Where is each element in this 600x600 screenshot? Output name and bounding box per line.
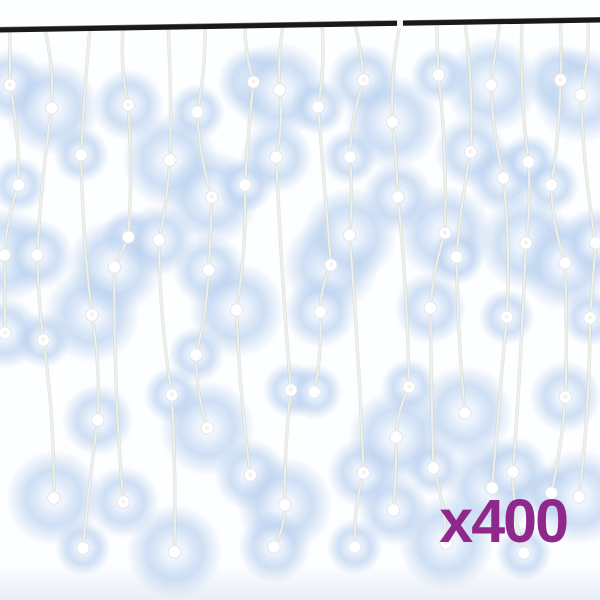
led-bulb xyxy=(558,256,572,270)
led-bulb xyxy=(229,303,244,317)
led-bulb xyxy=(574,88,588,102)
led-bulb xyxy=(238,178,252,192)
led-filament xyxy=(588,315,593,320)
led-bulb xyxy=(391,190,405,204)
led-bulb xyxy=(0,248,12,262)
led-bulb xyxy=(544,178,558,192)
cable-line xyxy=(0,17,600,33)
led-bulb xyxy=(45,101,59,115)
led-filament xyxy=(169,392,174,397)
led-filament xyxy=(558,77,563,82)
led-filament xyxy=(328,262,333,267)
led-filament xyxy=(126,102,131,107)
led-bulb xyxy=(386,503,401,517)
led-bulb xyxy=(201,263,216,277)
light-string-core xyxy=(455,22,473,414)
led-bulb xyxy=(269,150,283,164)
led-bulb xyxy=(152,233,166,247)
led-bulb xyxy=(189,348,203,362)
led-bulb xyxy=(572,490,586,504)
led-bulb xyxy=(167,545,182,559)
led-bulb xyxy=(517,546,531,560)
led-bulb xyxy=(426,461,441,475)
led-bulb xyxy=(449,250,464,264)
quantity-badge: x400 xyxy=(439,487,569,555)
light-string-core xyxy=(313,24,332,393)
led-bulb xyxy=(74,148,88,162)
led-bulb xyxy=(76,541,90,555)
led-bulb xyxy=(544,486,559,500)
light-string-core xyxy=(157,27,176,553)
led-filament xyxy=(563,394,568,399)
led-filament xyxy=(209,194,214,199)
led-filament xyxy=(468,149,473,154)
led-bulb xyxy=(107,260,122,274)
led-filament xyxy=(121,499,126,504)
led-filament xyxy=(8,82,12,87)
led-bulb xyxy=(521,155,536,169)
led-filament xyxy=(3,330,7,335)
led-bulb xyxy=(313,305,327,319)
led-bulb xyxy=(278,498,292,512)
led-filament xyxy=(361,470,366,475)
light-string-core xyxy=(512,21,531,554)
led-filament xyxy=(407,384,411,389)
led-bulb xyxy=(389,430,403,444)
led-bulb xyxy=(311,100,325,114)
led-bulb xyxy=(47,491,61,505)
led-filament xyxy=(205,425,210,430)
led-filament xyxy=(504,314,509,319)
led-filament xyxy=(444,540,448,545)
led-bulb xyxy=(190,105,204,119)
led-bulb xyxy=(91,413,105,427)
led-filament xyxy=(288,387,293,392)
led-filament xyxy=(248,472,253,477)
led-bulb xyxy=(485,481,499,495)
led-bulb xyxy=(588,236,600,250)
led-bulb xyxy=(121,230,136,244)
led-bulb xyxy=(496,171,511,185)
led-bulb xyxy=(431,68,446,82)
led-filament xyxy=(442,230,447,235)
bulbs-layer xyxy=(0,68,600,560)
led-filament xyxy=(251,79,256,84)
led-bulb xyxy=(484,78,498,92)
led-filament xyxy=(524,240,528,245)
support-cable xyxy=(0,16,600,33)
cable-clip xyxy=(397,17,403,29)
led-bulb xyxy=(272,83,287,97)
led-bulb xyxy=(343,228,357,242)
led-bulb xyxy=(423,301,438,315)
led-bulb xyxy=(30,248,44,262)
led-bulb xyxy=(267,540,281,554)
led-filament xyxy=(89,312,94,317)
led-bulb xyxy=(385,115,400,129)
led-bulb xyxy=(307,385,321,399)
led-bulb xyxy=(11,178,26,192)
led-bulb xyxy=(163,153,177,167)
led-filament xyxy=(41,337,46,342)
led-bulb xyxy=(506,465,520,479)
led-bulb xyxy=(343,150,357,164)
led-filament xyxy=(361,77,366,82)
led-bulb xyxy=(348,540,362,554)
led-bulb xyxy=(458,406,472,420)
